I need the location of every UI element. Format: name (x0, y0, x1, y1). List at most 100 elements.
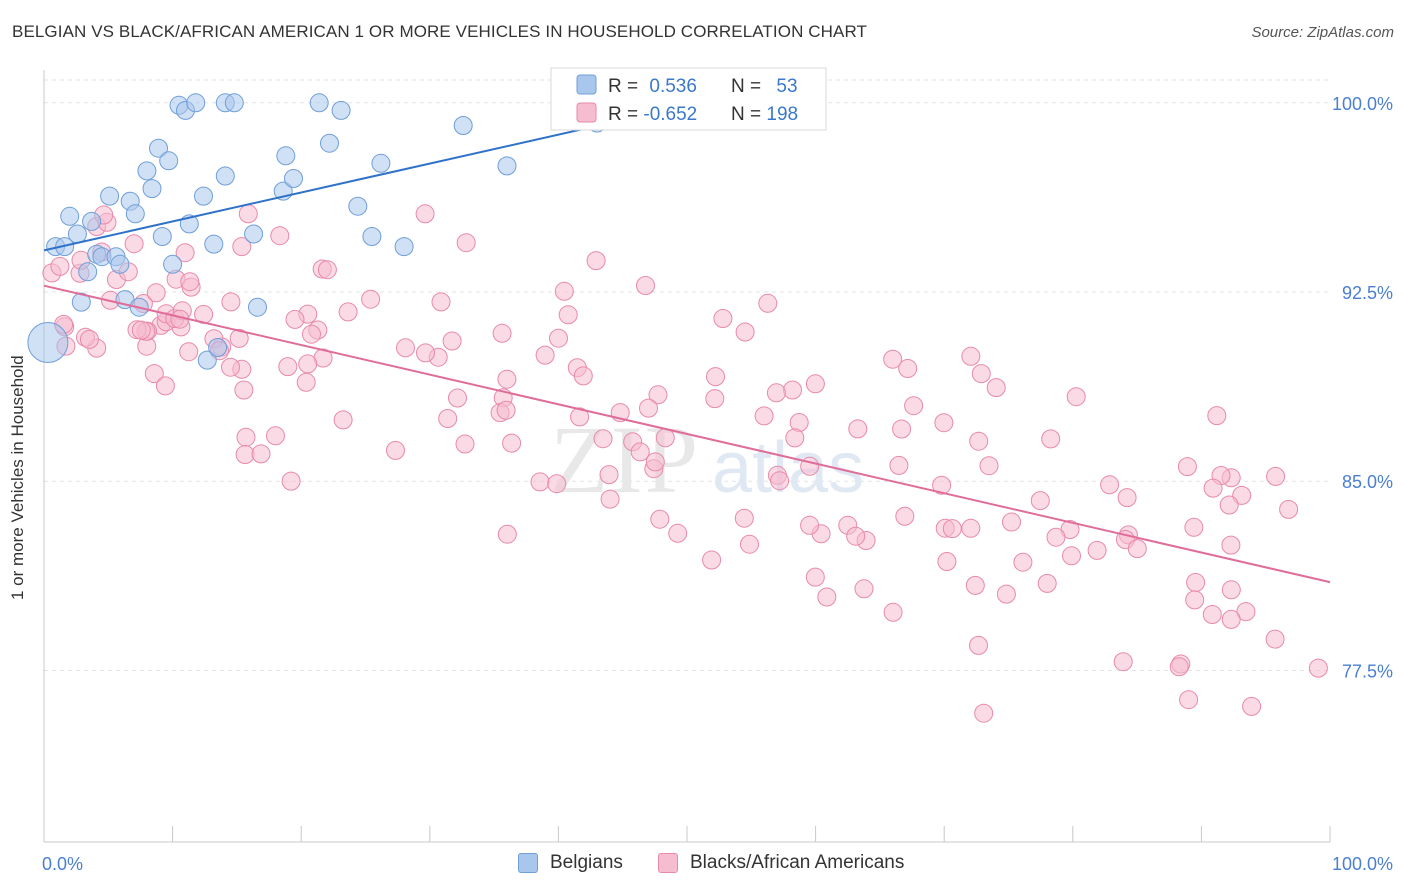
data-point-blacks (668, 523, 688, 543)
data-point-blacks (650, 509, 670, 529)
data-point-blacks (155, 376, 175, 396)
data-point-blacks (655, 428, 675, 448)
data-point-blacks (317, 260, 337, 280)
legend-item-blacks[interactable]: Blacks/African Americans (658, 852, 904, 874)
data-point-belgians (100, 186, 120, 206)
data-point-belgians (208, 338, 228, 357)
y-tick-label: 77.5% (1342, 661, 1393, 681)
data-point-belgians (125, 204, 145, 224)
data-point-blacks (846, 526, 866, 546)
legend-r-label-blacks: R = (608, 104, 643, 125)
data-point-belgians (204, 234, 224, 254)
data-point-blacks (785, 428, 805, 448)
data-point-blacks (302, 324, 321, 344)
data-point-blacks (361, 289, 381, 309)
data-point-belgians (67, 224, 87, 244)
data-point-blacks (238, 204, 258, 224)
data-point-blacks (530, 472, 550, 492)
data-point-blacks (1087, 540, 1107, 560)
belgians-swatch (518, 853, 538, 873)
legend-label-blacks: Blacks/African Americans (690, 852, 905, 873)
chart-title: BELGIAN VS BLACK/AFRICAN AMERICAN 1 OR M… (12, 22, 868, 41)
data-point-belgians (320, 133, 339, 153)
data-point-blacks (942, 519, 962, 539)
data-point-blacks (1117, 488, 1137, 508)
data-point-blacks (281, 471, 301, 491)
data-point-blacks (636, 276, 655, 295)
data-point-blacks (630, 442, 650, 462)
series-legend: Belgians Blacks/African Americans (0, 852, 1406, 878)
data-point-blacks (492, 323, 512, 343)
data-point-blacks (706, 367, 725, 387)
data-point-blacks (236, 427, 256, 447)
data-point-blacks (593, 429, 613, 449)
data-point-blacks (558, 305, 578, 325)
data-point-blacks (396, 338, 415, 358)
data-point-blacks (848, 419, 868, 439)
data-point-belgians (224, 93, 244, 113)
data-point-blacks (278, 357, 298, 377)
data-point-blacks (50, 256, 70, 276)
data-point-blacks (934, 413, 954, 433)
data-point-belgians (244, 224, 264, 244)
data-point-belgians (27, 322, 69, 363)
data-point-blacks (1221, 609, 1241, 629)
data-point-blacks (904, 396, 924, 416)
data-point-belgians (394, 237, 414, 257)
data-point-blacks (1100, 475, 1120, 495)
legend-swatch-belgians (576, 74, 597, 95)
data-point-belgians (331, 100, 351, 120)
data-point-blacks (497, 524, 517, 544)
data-point-blacks (455, 434, 475, 454)
data-point-blacks (974, 703, 994, 723)
data-point-blacks (285, 309, 305, 329)
blacks-swatch (658, 853, 678, 873)
data-point-belgians (309, 93, 329, 113)
data-point-blacks (898, 359, 918, 378)
data-point-blacks (1046, 527, 1066, 547)
data-point-belgians (152, 227, 172, 246)
data-point-blacks (770, 471, 790, 491)
data-point-blacks (996, 584, 1016, 604)
data-point-blacks (386, 440, 405, 460)
x-tick-label-min: 0.0% (42, 854, 83, 874)
data-point-blacks (333, 410, 353, 430)
data-point-blacks (251, 444, 271, 464)
data-point-belgians (137, 161, 157, 181)
data-point-blacks (131, 320, 151, 340)
data-point-blacks (1266, 466, 1286, 486)
data-point-blacks (1221, 535, 1241, 555)
data-point-blacks (549, 328, 568, 348)
data-point-blacks (124, 234, 144, 254)
data-point-blacks (1037, 573, 1057, 593)
data-point-blacks (800, 515, 820, 535)
data-point-belgians (149, 138, 168, 158)
svg-text:N = 53: N = 53 (731, 76, 798, 97)
data-point-blacks (79, 329, 99, 349)
data-point-belgians (71, 292, 91, 312)
legend-swatch-blacks (576, 102, 597, 123)
data-point-blacks (766, 383, 786, 403)
data-point-blacks (431, 292, 451, 312)
data-point-blacks (1308, 658, 1328, 678)
data-point-belgians (82, 211, 102, 231)
data-point-belgians (110, 254, 130, 274)
data-point-blacks (1219, 495, 1239, 515)
data-point-blacks (783, 380, 802, 400)
data-point-blacks (883, 349, 903, 369)
data-point-blacks (221, 292, 241, 312)
data-point-belgians (497, 156, 517, 176)
data-point-blacks (456, 233, 476, 253)
blacks-series-points (42, 204, 1328, 723)
legend-item-belgians[interactable]: Belgians (518, 852, 623, 874)
data-point-belgians (159, 151, 179, 171)
data-point-blacks (1002, 512, 1021, 532)
tick-labels: 100.0% 92.5% 85.0% 77.5% 0.0% 100.0% (42, 94, 1393, 874)
data-point-blacks (496, 400, 516, 420)
data-point-belgians (197, 350, 217, 370)
data-point-blacks (702, 550, 722, 570)
legend-r-label-belgians: R = (608, 76, 643, 97)
data-point-blacks (979, 456, 999, 476)
data-point-blacks (270, 226, 290, 246)
